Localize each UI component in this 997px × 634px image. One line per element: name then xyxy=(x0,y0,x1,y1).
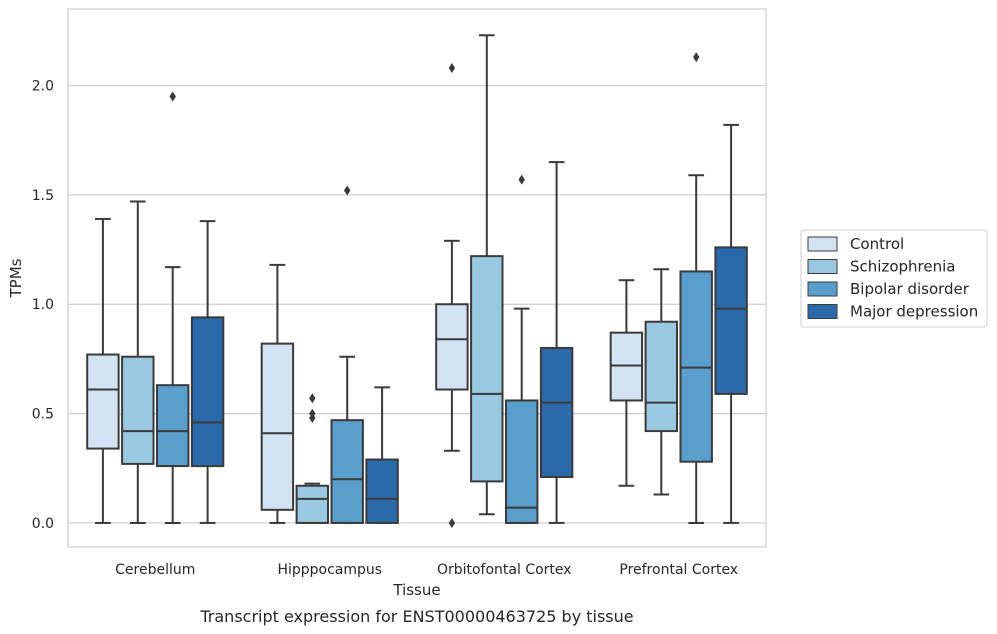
iqr-box xyxy=(679,270,713,463)
outlier-point xyxy=(309,393,316,404)
iqr-box xyxy=(330,419,364,524)
box-bipolar-disorder xyxy=(155,91,190,524)
legend-swatch xyxy=(807,281,838,297)
box-major-depression xyxy=(539,161,574,524)
y-tick-label: 0.5 xyxy=(32,407,54,423)
box-schizophrenia xyxy=(121,200,155,524)
box-major-depression xyxy=(190,220,225,524)
box-major-depression xyxy=(714,123,748,524)
legend-entry: Bipolar disorder xyxy=(850,280,970,298)
iqr-box xyxy=(539,346,574,479)
chart-caption: Transcript expression for ENST0000046372… xyxy=(199,607,633,626)
x-tick-labels: Cerebellum Hipppocampus Orbitofontal Corte… xyxy=(115,562,738,578)
legend-swatch xyxy=(807,259,838,274)
iqr-box xyxy=(470,255,504,483)
y-axis-label: TPMs xyxy=(7,258,25,298)
x-tick-label: Prefrontal Cortex xyxy=(619,562,738,578)
legend: Control Schizophrenia Bipolar disorder Majo… xyxy=(800,229,988,328)
plot-frame xyxy=(67,8,767,548)
y-tick-label: 1.0 xyxy=(32,297,54,313)
y-tick-label: 0.0 xyxy=(32,516,54,532)
iqr-box xyxy=(435,303,469,391)
box-control xyxy=(86,217,120,524)
box-series xyxy=(86,34,748,528)
legend-entry: Control xyxy=(850,235,904,253)
box-schizophrenia xyxy=(644,268,679,496)
iqr-box xyxy=(609,331,644,402)
iqr-box xyxy=(504,399,539,524)
x-tick-label: Orbitofontal Cortex xyxy=(437,562,572,578)
outlier-point xyxy=(693,52,700,63)
y-tick-label: 1.5 xyxy=(32,188,54,204)
box-control xyxy=(435,63,469,528)
outlier-point xyxy=(169,91,176,102)
box-major-depression xyxy=(365,386,399,524)
legend-entry: Major depression xyxy=(850,303,978,321)
y-tick-label: 2.0 xyxy=(32,79,54,95)
iqr-box xyxy=(365,458,399,524)
outlier-point xyxy=(309,408,316,419)
iqr-box xyxy=(121,355,155,465)
outlier-point xyxy=(344,185,351,196)
outlier-point xyxy=(518,174,525,185)
legend-swatch xyxy=(807,304,838,319)
iqr-box xyxy=(644,320,679,433)
iqr-box xyxy=(260,342,295,511)
legend-swatch xyxy=(807,236,838,252)
box-bipolar-disorder xyxy=(330,185,364,524)
box-bipolar-disorder xyxy=(679,52,713,524)
outlier-point xyxy=(448,517,456,528)
iqr-box xyxy=(155,384,190,468)
x-tick-label: Cerebellum xyxy=(115,562,195,578)
box-control xyxy=(609,279,644,487)
iqr-box xyxy=(190,316,225,468)
x-axis-label: Tissue xyxy=(392,581,440,599)
box-bipolar-disorder xyxy=(504,174,539,524)
x-tick-label: Hipppocampus xyxy=(277,562,382,578)
iqr-box xyxy=(86,353,120,450)
y-tick-labels: 0.0 0.5 1.0 1.5 2.0 xyxy=(32,79,54,532)
iqr-box xyxy=(714,246,748,395)
outlier-point xyxy=(448,63,456,74)
box-control xyxy=(260,263,295,524)
legend-entry: Schizophrenia xyxy=(850,258,955,276)
box-schizophrenia xyxy=(295,393,330,524)
box-schizophrenia xyxy=(470,34,504,516)
legend-frame xyxy=(800,229,988,328)
iqr-box xyxy=(295,484,330,524)
